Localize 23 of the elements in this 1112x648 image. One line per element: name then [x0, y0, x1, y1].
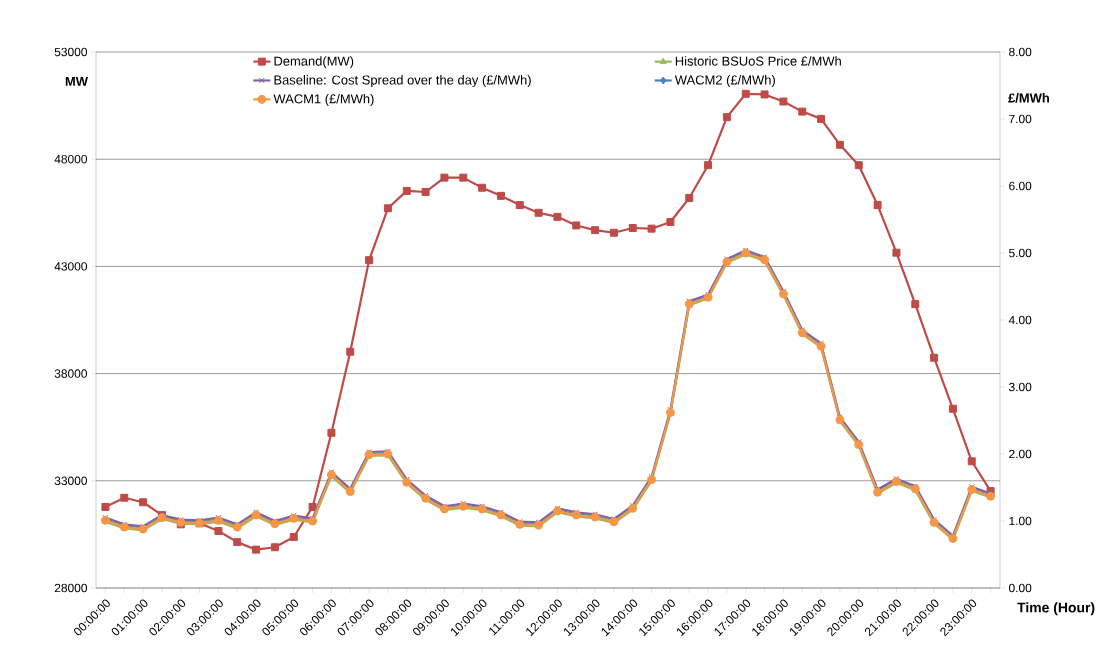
legend-label: WACM2 (£/MWh) [674, 75, 775, 88]
y2-tick-label: 7.00 [1009, 114, 1032, 124]
y-tick-label: 38000 [54, 369, 88, 378]
y2-axis-title: £/MWh [1008, 93, 1049, 103]
y2-tick-label: 3.00 [1008, 382, 1032, 392]
y2-tick-label: 5.00 [1009, 248, 1032, 258]
y-tick-label: 33000 [54, 476, 88, 486]
legend-label: WACM1 (£/MWh) [273, 93, 374, 106]
legend-label: Baseline: Cost Spread over the day (£/MWh) [274, 75, 531, 88]
y2-tick-label: 0.00 [1008, 583, 1032, 593]
x-axis-title: Time (Hour) [1017, 602, 1095, 616]
y-tick-label: 48000 [54, 154, 88, 164]
y-tick-label: 28000 [54, 583, 88, 593]
y-axis-title: MW [65, 76, 88, 86]
y-tick-label: 43000 [54, 262, 88, 271]
y2-tick-label: 4.00 [1008, 315, 1032, 325]
y2-tick-label: 2.00 [1009, 449, 1032, 459]
y2-tick-label: 1.00 [1009, 516, 1032, 526]
y2-tick-label: 8.00 [1009, 47, 1032, 57]
legend-label: Demand(MW) [274, 56, 354, 69]
y2-tick-label: 6.00 [1009, 181, 1032, 191]
legend-label: Historic BSUoS Price £/MWh [675, 56, 841, 66]
y-tick-label: 53000 [54, 47, 88, 57]
